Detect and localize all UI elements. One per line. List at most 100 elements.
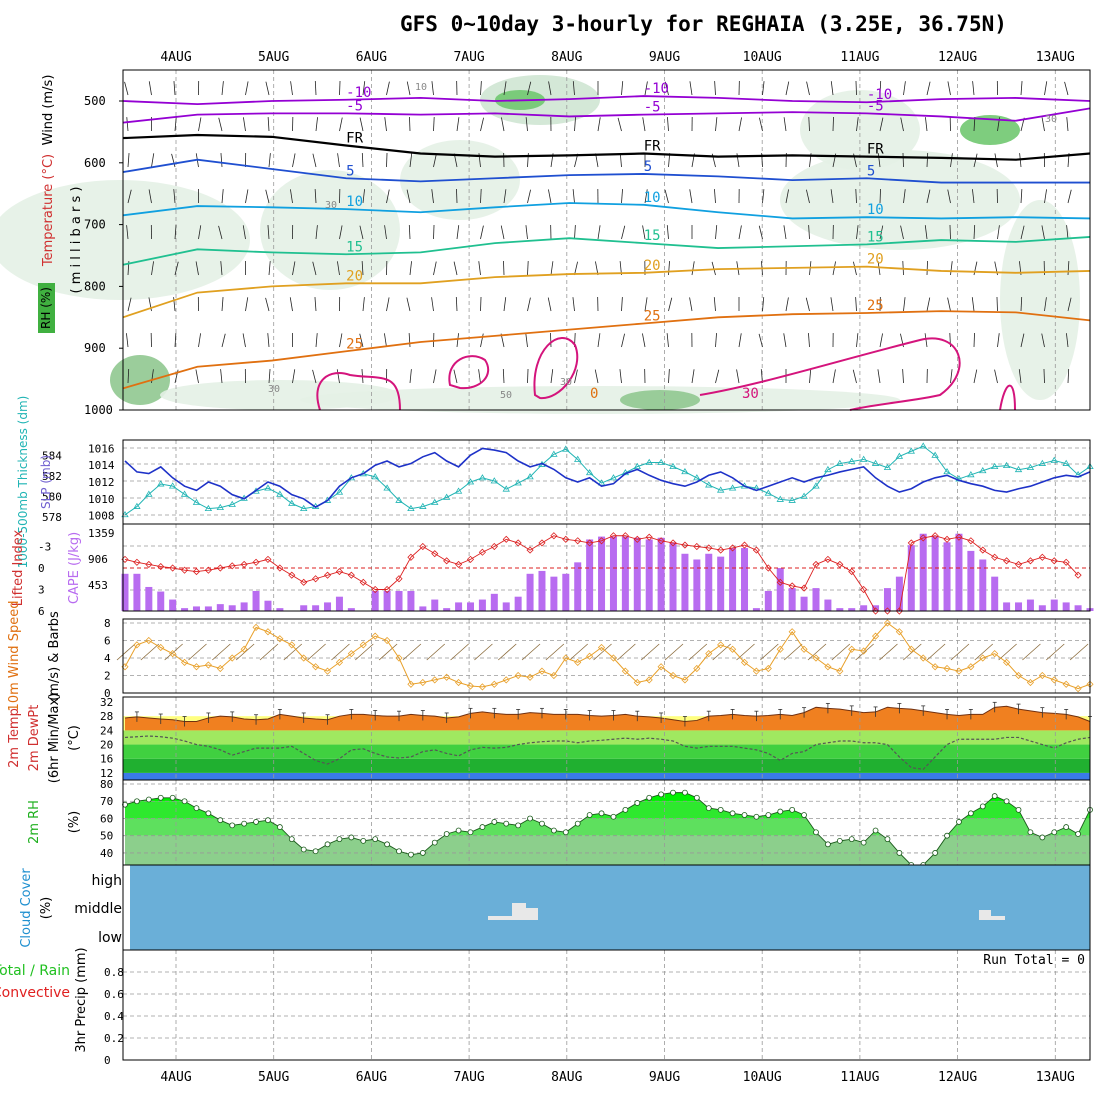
wind-barb <box>265 189 270 204</box>
wind-barb <box>758 225 763 240</box>
li-tick: 0 <box>38 562 45 575</box>
cape-bar <box>645 539 653 611</box>
isotherm-20 <box>122 265 1091 319</box>
surface-wind-barb <box>283 643 303 661</box>
wind-barb <box>433 261 437 276</box>
isotherm-15 <box>122 236 1091 266</box>
rh-marker <box>396 848 402 855</box>
wind-speed-marker <box>836 667 844 675</box>
wind-tick: 2 <box>104 670 111 683</box>
surface-wind-barb <box>688 643 708 661</box>
thickness-marker <box>395 496 403 503</box>
ylabel-temperature: Temperature (°C) <box>41 154 56 267</box>
wind-barb <box>289 297 293 312</box>
rh-marker <box>467 829 474 836</box>
contour-label: 50 <box>500 390 512 401</box>
li-marker <box>562 535 570 543</box>
wind-speed-marker <box>1003 658 1011 666</box>
cape-bar <box>598 536 606 611</box>
rh-marker <box>610 813 617 820</box>
cape-bar <box>395 590 403 611</box>
wind-barb <box>642 333 646 348</box>
wind-barb <box>621 333 625 348</box>
cape-bar <box>800 596 808 611</box>
surface-wind-barb <box>783 643 803 661</box>
wind-barb <box>386 297 390 312</box>
thickness-marker <box>574 455 582 462</box>
wind-barb <box>174 261 179 276</box>
wind-speed-marker <box>264 628 272 636</box>
cape-bar <box>741 548 749 611</box>
wind-barb <box>1044 81 1048 96</box>
wind-barb <box>574 261 578 276</box>
wind-barb <box>218 117 223 132</box>
wind-barb <box>879 189 881 204</box>
wind-barb <box>666 225 669 240</box>
wind-speed-marker <box>1014 671 1023 680</box>
wind-barb <box>785 189 789 204</box>
date-label-top: 6AUG <box>356 50 387 65</box>
rh-marker <box>288 836 295 843</box>
rh-marker <box>956 819 962 825</box>
cape-bar <box>657 537 665 611</box>
wind-barb <box>666 333 669 348</box>
wind-barb <box>314 189 317 204</box>
cape-bar <box>145 586 153 611</box>
cape-bar <box>312 605 320 611</box>
wind-barb <box>736 369 740 384</box>
wind-barb <box>574 117 576 132</box>
li-marker <box>443 557 451 565</box>
ylabel-temp-unit: (°C) <box>67 725 82 751</box>
date-label-bottom: 11AUG <box>840 1070 879 1085</box>
wind-barb <box>503 297 507 312</box>
cape-bar <box>681 553 689 611</box>
rh-marker <box>372 836 379 843</box>
surface-wind-barb <box>188 643 207 661</box>
li-marker <box>466 555 475 563</box>
rh-marker <box>443 831 450 837</box>
date-label-bottom: 5AUG <box>258 1070 289 1085</box>
thickness-marker <box>1050 456 1058 463</box>
cape-bar <box>836 608 844 611</box>
pressure-tick: 700 <box>84 218 106 232</box>
cape-bar <box>181 608 189 611</box>
rh30-contour <box>699 337 961 411</box>
wind-barb <box>408 225 411 240</box>
wind-barb <box>221 189 224 204</box>
thickness-marker <box>442 493 451 500</box>
cape-bar <box>276 608 284 611</box>
li-marker <box>347 571 355 579</box>
wind-speed-marker <box>181 658 189 666</box>
cloud-patch <box>979 910 991 920</box>
li-marker <box>312 575 320 583</box>
wind-barb <box>525 225 528 240</box>
li-marker <box>931 532 939 540</box>
thickness-marker <box>907 447 916 454</box>
wind-barb <box>386 153 388 168</box>
wind-barb <box>456 225 460 240</box>
cape-bar <box>788 588 796 611</box>
wind-speed-marker <box>347 650 355 658</box>
wind-speed-marker <box>943 664 951 673</box>
thickness-marker <box>967 471 975 478</box>
li-marker <box>717 546 725 554</box>
wind-barb <box>879 225 884 240</box>
wind-barb <box>221 333 226 348</box>
cape-bar <box>955 533 963 611</box>
humidity-shading <box>1000 200 1080 400</box>
ylabel-2m-temp: 2m Temp <box>7 708 22 768</box>
wind-speed-marker <box>717 641 725 649</box>
wind-speed-marker <box>335 658 344 666</box>
date-label-bottom: 9AUG <box>649 1070 680 1085</box>
cape-bar <box>383 590 391 611</box>
wind-barb <box>926 189 931 204</box>
legend-convective: Convective <box>0 985 70 1001</box>
wind-barb <box>1020 225 1025 240</box>
rh-marker <box>1051 829 1058 836</box>
wind-barb <box>268 261 271 276</box>
rh30-contour <box>448 355 490 390</box>
cape-bar <box>1074 605 1082 611</box>
li-tick: 3 <box>38 584 45 597</box>
wind-barb <box>384 225 387 240</box>
pressure-tick: 1000 <box>84 403 113 417</box>
